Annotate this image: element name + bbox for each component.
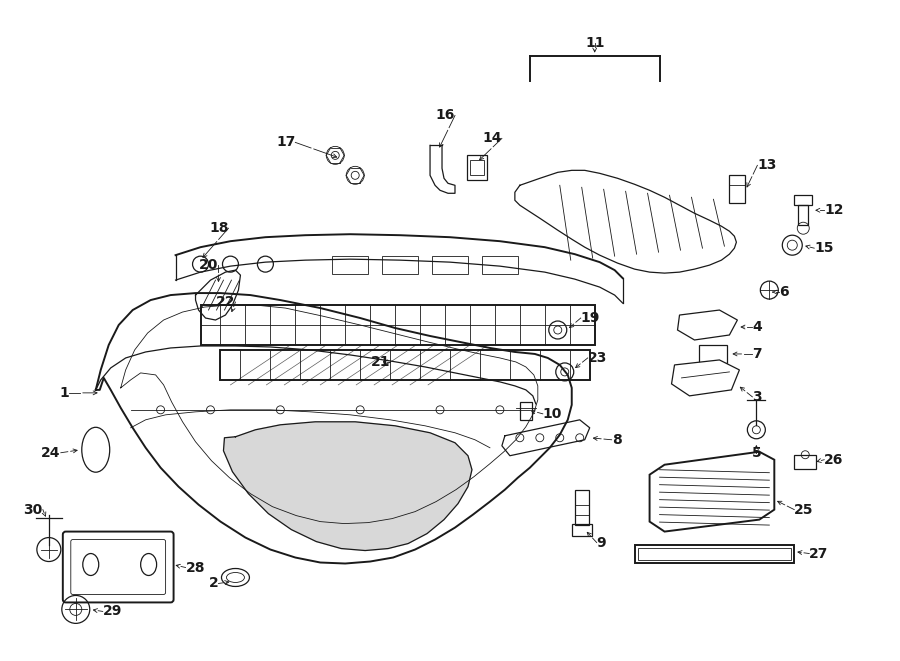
Bar: [637, 547, 791, 559]
Bar: [729, 175, 745, 204]
Bar: [467, 155, 487, 180]
Text: 27: 27: [809, 547, 829, 561]
Bar: [332, 256, 368, 274]
Bar: [634, 545, 795, 563]
Text: 11: 11: [585, 36, 605, 50]
Text: 21: 21: [371, 355, 390, 369]
Text: 10: 10: [543, 407, 562, 421]
Polygon shape: [650, 451, 774, 531]
Bar: [572, 524, 591, 535]
Text: 14: 14: [482, 132, 502, 145]
Bar: [382, 256, 418, 274]
Text: 1: 1: [59, 386, 68, 400]
Text: 13: 13: [758, 159, 777, 173]
Text: 3: 3: [752, 390, 762, 404]
Text: 19: 19: [580, 311, 600, 325]
Text: 7: 7: [752, 347, 762, 361]
Text: 6: 6: [779, 285, 789, 299]
Text: 26: 26: [824, 453, 843, 467]
Text: 15: 15: [814, 241, 833, 255]
Bar: [520, 402, 532, 420]
Text: 29: 29: [103, 604, 122, 619]
Text: 16: 16: [436, 108, 455, 122]
Text: 18: 18: [209, 221, 229, 235]
Polygon shape: [678, 310, 737, 340]
Bar: [470, 161, 484, 175]
Text: 8: 8: [612, 433, 621, 447]
Text: 28: 28: [185, 561, 205, 574]
Bar: [798, 206, 808, 225]
Bar: [795, 455, 816, 469]
Bar: [575, 490, 589, 525]
Text: 5: 5: [752, 446, 761, 460]
Polygon shape: [223, 422, 472, 551]
Bar: [220, 350, 590, 380]
Text: 17: 17: [276, 136, 295, 149]
Text: 4: 4: [752, 320, 762, 334]
Text: 30: 30: [23, 502, 43, 517]
Bar: [432, 256, 468, 274]
Text: 2: 2: [209, 576, 219, 590]
Bar: [795, 195, 812, 206]
Bar: [699, 345, 727, 363]
Text: 20: 20: [199, 258, 219, 272]
Text: 9: 9: [597, 535, 607, 549]
Bar: [482, 256, 517, 274]
Text: 24: 24: [41, 446, 61, 460]
Bar: [201, 305, 595, 345]
Polygon shape: [671, 360, 740, 396]
Text: 12: 12: [824, 203, 843, 217]
Text: 22: 22: [216, 295, 236, 309]
Text: 23: 23: [588, 351, 608, 365]
Text: 25: 25: [795, 502, 814, 517]
